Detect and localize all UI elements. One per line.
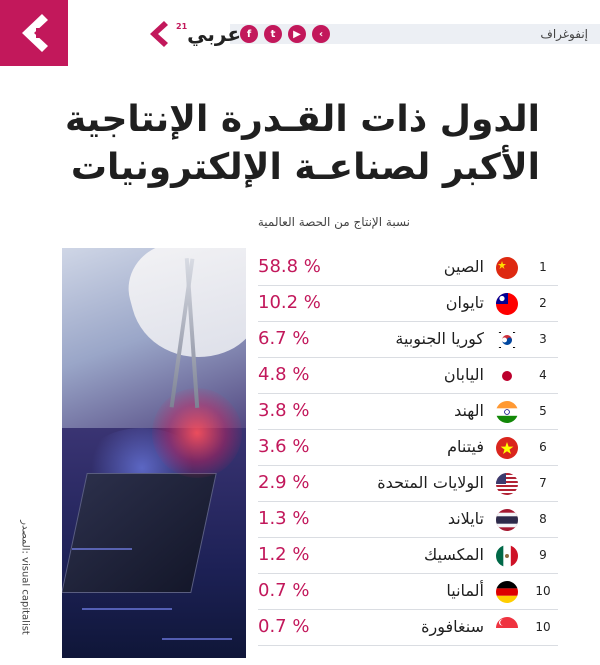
- country-name: ألمانيا: [446, 581, 484, 600]
- country-name: المكسيك: [424, 545, 484, 564]
- country-name: اليابان: [443, 365, 484, 384]
- brand-name: عربي21: [176, 22, 241, 46]
- rank-number: 7: [539, 476, 547, 490]
- rank-number: 4: [539, 368, 547, 382]
- country-name: تايوان: [445, 293, 484, 312]
- taiwan-flag-icon: [496, 293, 518, 315]
- list-item: 9 المكسيك 1.2 %: [258, 538, 558, 574]
- electronics-photo: [62, 248, 246, 658]
- list-item: 8 تايلاند 1.3 %: [258, 502, 558, 538]
- source-text: المصدر: visual capitalist: [19, 520, 31, 635]
- rank-number: 8: [539, 512, 547, 526]
- facebook-icon[interactable]: f: [240, 25, 258, 43]
- twitter-icon[interactable]: t: [264, 25, 282, 43]
- share-value: 0.7 %: [258, 616, 310, 637]
- list-item: 4 اليابان 4.8 %: [258, 358, 558, 394]
- country-name: الصين: [443, 257, 484, 276]
- title-line-1: الدول ذات القـدرة الإنتاجية: [64, 99, 540, 140]
- list-item: 10 سنغافورة 0.7 %: [258, 610, 558, 646]
- rank-number: 9: [539, 548, 547, 562]
- rank-number: 10: [535, 584, 551, 598]
- rank-number: 10: [535, 620, 551, 634]
- rank-number: 1: [539, 260, 547, 274]
- list-item: 5 الهند 3.8 %: [258, 394, 558, 430]
- mexico-flag-icon: [496, 545, 518, 567]
- country-name: فيتنام: [447, 437, 484, 456]
- country-name: تايلاند: [447, 509, 484, 528]
- share-value: 1.2 %: [258, 544, 310, 565]
- share-value: 2.9 %: [258, 472, 310, 493]
- india-flag-icon: [496, 401, 518, 423]
- share-value: 3.8 %: [258, 400, 310, 421]
- rank-number: 6: [539, 440, 547, 454]
- list-item: 6 فيتنام 3.6 %: [258, 430, 558, 466]
- brand-mark-icon: [150, 21, 168, 47]
- share-value: 0.7 %: [258, 580, 310, 601]
- country-name: الولايات المتحدة: [377, 473, 484, 492]
- south-korea-flag-icon: [496, 329, 518, 351]
- country-name: سنغافورة: [421, 617, 484, 636]
- country-name: كوريا الجنوبية: [395, 329, 484, 348]
- china-flag-icon: [496, 257, 518, 279]
- share-value: 1.3 %: [258, 508, 310, 529]
- rank-number: 5: [539, 404, 547, 418]
- circuit-trace: [72, 548, 132, 550]
- arabi21-icon[interactable]: ‹: [312, 25, 330, 43]
- youtube-icon[interactable]: ▶: [288, 25, 306, 43]
- share-value: 10.2 %: [258, 292, 321, 313]
- title-line-2: الأكبر لصناعـة الإلكترونيات: [70, 147, 540, 188]
- page-title: الدول ذات القـدرة الإنتاجية الأكبر لصناع…: [40, 96, 540, 192]
- arabi21-logo-icon: [22, 14, 48, 52]
- brand-logo[interactable]: عربي21: [146, 14, 241, 54]
- thailand-flag-icon: [496, 509, 518, 531]
- usa-flag-icon: [496, 473, 518, 495]
- list-item: 1 الصين 58.8 %: [258, 250, 558, 286]
- social-links: f t ▶ ‹: [240, 24, 330, 44]
- circuit-trace: [82, 608, 172, 610]
- brand-sup: 21: [176, 22, 188, 31]
- circuit-trace: [162, 638, 232, 640]
- list-item: 7 الولايات المتحدة 2.9 %: [258, 466, 558, 502]
- ranking-list: 1 الصين 58.8 % 2 تايوان 10.2 % 3 كوريا الجنوبية…: [258, 250, 558, 646]
- singapore-flag-icon: [496, 617, 518, 639]
- germany-flag-icon: [496, 581, 518, 603]
- source-note: المصدر: visual capitalist: [14, 500, 31, 660]
- subtitle: نسبة الإنتاج من الحصة العالمية: [257, 215, 410, 229]
- category-label: إنفوغراف: [540, 27, 588, 41]
- corner-logo[interactable]: [0, 0, 68, 66]
- vietnam-flag-icon: [496, 437, 518, 459]
- rank-number: 3: [539, 332, 547, 346]
- share-value: 6.7 %: [258, 328, 310, 349]
- japan-flag-icon: [496, 365, 518, 387]
- share-value: 58.8 %: [258, 256, 321, 277]
- list-item: 2 تايوان 10.2 %: [258, 286, 558, 322]
- country-name: الهند: [454, 401, 484, 420]
- header-bar: عربي21 f t ▶ ‹ إنفوغراف: [0, 0, 600, 66]
- list-item: 3 كوريا الجنوبية 6.7 %: [258, 322, 558, 358]
- rank-number: 2: [539, 296, 547, 310]
- share-value: 4.8 %: [258, 364, 310, 385]
- share-value: 3.6 %: [258, 436, 310, 457]
- list-item: 10 ألمانيا 0.7 %: [258, 574, 558, 610]
- chip-image: [62, 473, 217, 593]
